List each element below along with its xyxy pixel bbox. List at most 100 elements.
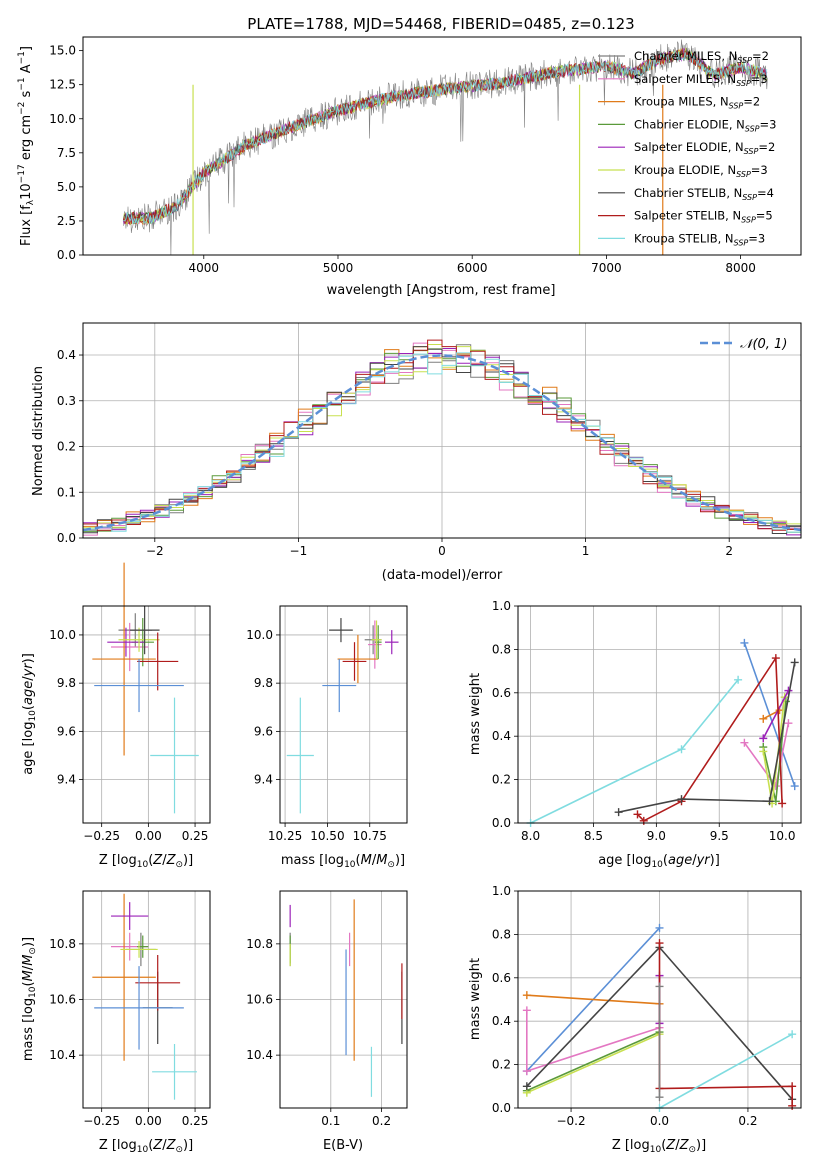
mass-vs-ebv-xlabel: E(B-V) xyxy=(323,1138,363,1153)
spectrum-ytick-label-6: 15.0 xyxy=(49,44,76,58)
weight_vs_age-ytick-label-5: 1.0 xyxy=(492,599,511,613)
weight_vs_age-marker-8-1 xyxy=(677,795,686,804)
weight_vs_age-marker-6-0 xyxy=(759,734,768,743)
weight_vs_Z-xtick-label-0: −0.2 xyxy=(556,1114,585,1128)
spectrum-xlabel: wavelength [Angstrom, rest frame] xyxy=(327,283,556,298)
age-vs-mass-axes: 10.25 10.50 10.75 9.4 9.6 9.8 10.0 xyxy=(246,606,407,843)
residual-legend: 𝒩(0, 1) xyxy=(700,337,787,352)
weight_vs_Z-marker-2-0 xyxy=(522,1006,531,1015)
weight_vs_age-series-0 xyxy=(743,642,796,787)
residuals-ytick-label-4: 0.4 xyxy=(57,348,76,362)
weight_vs_Z-xtick-label-1: 0.0 xyxy=(650,1114,669,1128)
weight-vs-age-xlabel: age [log10(age/yr)] xyxy=(598,853,720,870)
weight_vs_Z-marker-9-0 xyxy=(655,1093,664,1102)
weight_vs_Z-marker-0-1 xyxy=(655,923,664,932)
weight_vs_age-marker-8-3 xyxy=(790,658,799,667)
weight_vs_Z-xtick-label-2: 0.2 xyxy=(738,1114,757,1128)
age_vs_mass-xtick-label-2: 10.75 xyxy=(353,829,387,843)
weight_vs_age-marker-7-3 xyxy=(771,654,780,663)
mass-vs-ebv-plot-area xyxy=(289,899,403,1097)
weight_vs_age-ytick-label-4: 0.8 xyxy=(492,642,511,656)
weight-vs-age-panel: 8.0 8.5 9.0 9.5 10.0 0.0 0.2 0.4 0.6 0.8 1.0 age [… xyxy=(468,599,802,870)
age_vs_mass-ytick-label-2: 9.8 xyxy=(254,676,273,690)
weight_vs_Z-series-1 xyxy=(526,994,660,1005)
weight_vs_Z-marker-7-2 xyxy=(788,1082,797,1091)
weight-vs-age-plot-area xyxy=(526,638,799,827)
weight-vs-z-plot-area xyxy=(522,923,797,1112)
age_vs_mass-xtick-label-0: 10.25 xyxy=(268,829,302,843)
weight_vs_age-ytick-label-1: 0.2 xyxy=(492,773,511,787)
weight_vs_Z-ytick-label-4: 0.8 xyxy=(492,927,511,941)
mass_vs_ebv-xtick-label-1: 0.2 xyxy=(372,1114,391,1128)
residual-xlabel: (data-model)/error xyxy=(382,568,503,583)
spectrum-ytick-label-1: 2.5 xyxy=(57,214,76,228)
age-vs-mass-plot-area xyxy=(286,618,399,814)
spectrum-legend-label-5: Kroupa ELODIE, NSSP=3 xyxy=(634,163,768,179)
weight_vs_age-marker-2-0 xyxy=(740,738,749,747)
weight_vs_Z-marker-2-1 xyxy=(522,1067,531,1076)
weight_vs_Z-marker-9-1 xyxy=(655,982,664,991)
spectrum-legend-label-1: Salpeter MILES, NSSP=3 xyxy=(634,72,768,88)
weight_vs_age-xtick-label-1: 8.5 xyxy=(584,829,603,843)
spectrum-plot-area xyxy=(122,39,768,256)
mass-vs-z-xlabel: Z [log10(Z/Z⊙)] xyxy=(99,1138,193,1155)
spectrum-axes: 4000 5000 6000 7000 8000 0.0 2.5 5.0 7.5 10.0 12.5… xyxy=(49,44,756,275)
weight_vs_age-marker-8-0 xyxy=(614,808,623,817)
age-vs-z-ylabel: age [log10(age/yr)] xyxy=(21,653,38,775)
age_vs_Z-ytick-label-3: 10.0 xyxy=(49,628,76,642)
weight_vs_age-marker-2-1 xyxy=(771,782,780,791)
residual-frame xyxy=(82,322,802,539)
weight_vs_age-marker-3-0 xyxy=(759,714,768,723)
residuals-ytick-label-3: 0.3 xyxy=(57,394,76,408)
weight-vs-z-frame xyxy=(517,890,802,1109)
weight_vs_age-marker-1-2 xyxy=(734,675,743,684)
age_vs_Z-xtick-label-1: 0.00 xyxy=(135,829,162,843)
residual-plot-area xyxy=(82,339,802,536)
weight_vs_age-series-8 xyxy=(618,662,796,813)
spectrum-xtick-label-0: 4000 xyxy=(189,261,220,275)
age_vs_mass-xtick-label-1: 10.50 xyxy=(310,829,344,843)
mass_vs_ebv-ytick-label-2: 10.8 xyxy=(246,937,273,951)
spectrum-ytick-label-3: 7.5 xyxy=(57,146,76,160)
weight-vs-z-ylabel: mass weight xyxy=(468,958,483,1040)
weight_vs_Z-series-8 xyxy=(659,1033,793,1109)
residual-ylabel: Normed distribution xyxy=(31,366,46,496)
spectrum-series-8 xyxy=(123,50,768,225)
weight-vs-age-frame xyxy=(517,605,802,824)
weight-vs-z-panel: −0.2 0.0 0.2 0.0 0.2 0.4 0.6 0.8 1.0 Z [log10(Z/… xyxy=(468,884,802,1155)
age_vs_mass-ytick-label-1: 9.6 xyxy=(254,724,273,738)
weight_vs_age-xtick-label-0: 8.0 xyxy=(521,829,540,843)
residuals-xtick-label-4: 2 xyxy=(725,544,733,558)
normal-curve xyxy=(82,354,802,532)
mass_vs_Z-ytick-label-0: 10.4 xyxy=(49,1048,76,1062)
spectrum-title: PLATE=1788, MJD=54468, FIBERID=0485, z=0… xyxy=(247,15,634,33)
mass-vs-z-panel: −0.25 0.00 0.25 10.4 10.6 10.8 Z [log10(Z/Z⊙)… xyxy=(21,890,211,1155)
weight_vs_Z-ytick-label-3: 0.6 xyxy=(492,971,511,985)
age-vs-mass-frame xyxy=(279,605,408,824)
weight_vs_Z-series-4 xyxy=(526,1033,660,1094)
mass_vs_Z-xtick-label-2: 0.25 xyxy=(182,1114,209,1128)
spectrum-legend: Chabrier MILES, NSSP=2 Salpeter MILES, NS… xyxy=(598,49,776,247)
residual-hist-7 xyxy=(83,339,801,531)
weight_vs_Z-ytick-label-0: 0.0 xyxy=(492,1101,511,1115)
spectrum-frame xyxy=(82,36,802,256)
residuals-ytick-label-0: 0.0 xyxy=(57,531,76,545)
mass_vs_Z-xtick-label-1: 0.00 xyxy=(135,1114,162,1128)
age_vs_mass-ytick-label-3: 10.0 xyxy=(246,628,273,642)
weight_vs_Z-ytick-label-5: 1.0 xyxy=(492,884,511,898)
mass-vs-z-frame xyxy=(82,890,211,1109)
weight-vs-age-ylabel: mass weight xyxy=(468,673,483,755)
weight_vs_Z-marker-6-0 xyxy=(522,1082,531,1091)
weight_vs_Z-marker-7-0 xyxy=(655,939,664,948)
spectrum-xtick-label-3: 7000 xyxy=(591,261,622,275)
weight_vs_age-ytick-label-2: 0.4 xyxy=(492,729,511,743)
spectrum-ytick-label-0: 0.0 xyxy=(57,248,76,262)
mass_vs_Z-ytick-label-2: 10.8 xyxy=(49,937,76,951)
mass-vs-ebv-axes: 0.1 0.2 10.4 10.6 10.8 xyxy=(246,891,407,1128)
residuals-ytick-label-2: 0.2 xyxy=(57,440,76,454)
weight_vs_age-series-6 xyxy=(762,690,790,739)
weight_vs_Z-series-3 xyxy=(526,1031,660,1092)
weight_vs_age-xtick-label-4: 10.0 xyxy=(769,829,796,843)
age_vs_Z-ytick-label-1: 9.6 xyxy=(57,724,76,738)
